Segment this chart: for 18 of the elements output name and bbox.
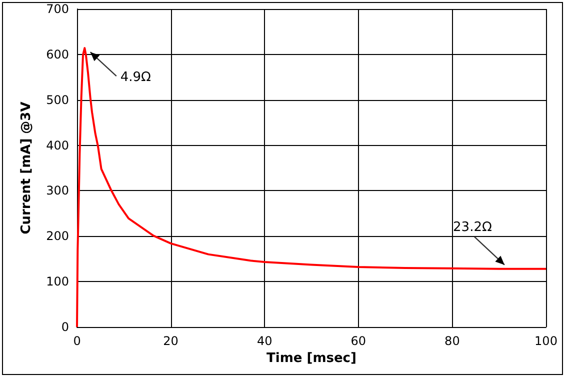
x-axis-title: Time [msec] <box>266 350 356 366</box>
x-tick-label: 40 <box>256 334 272 348</box>
x-tick-label: 20 <box>163 334 178 348</box>
x-tick-label: 100 <box>534 334 558 348</box>
y-tick-label: 500 <box>46 92 69 107</box>
y-tick-label: 400 <box>46 138 69 152</box>
y-axis-title: Current [mA] @3V <box>19 102 34 234</box>
x-tick-label: 80 <box>444 334 460 348</box>
y-tick-label: 700 <box>46 2 69 16</box>
x-tick-label: 0 <box>73 334 81 348</box>
y-tick-label: 600 <box>46 47 69 62</box>
y-tick-label: 0 <box>61 320 69 334</box>
x-tick-label: 60 <box>350 334 366 348</box>
y-tick-label: 300 <box>46 184 69 198</box>
annotation: 4.9Ω <box>120 70 152 86</box>
y-tick-label: 200 <box>46 229 69 244</box>
y-tick-label: 100 <box>46 274 69 289</box>
annotation: 23.2Ω <box>453 220 492 235</box>
